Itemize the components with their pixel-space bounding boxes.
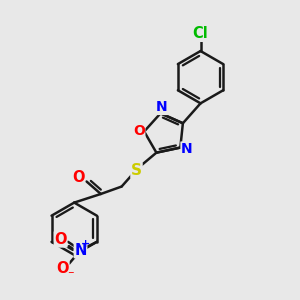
Text: S: S [131, 163, 142, 178]
Text: N: N [156, 100, 168, 114]
Text: O: O [133, 124, 145, 138]
Text: +: + [81, 239, 91, 249]
Text: O: O [54, 232, 67, 247]
Text: Cl: Cl [193, 26, 208, 41]
Text: O: O [56, 261, 69, 276]
Text: O: O [72, 170, 85, 185]
Text: N: N [181, 142, 193, 156]
Text: ⁻: ⁻ [68, 269, 74, 283]
Text: N: N [74, 243, 87, 258]
